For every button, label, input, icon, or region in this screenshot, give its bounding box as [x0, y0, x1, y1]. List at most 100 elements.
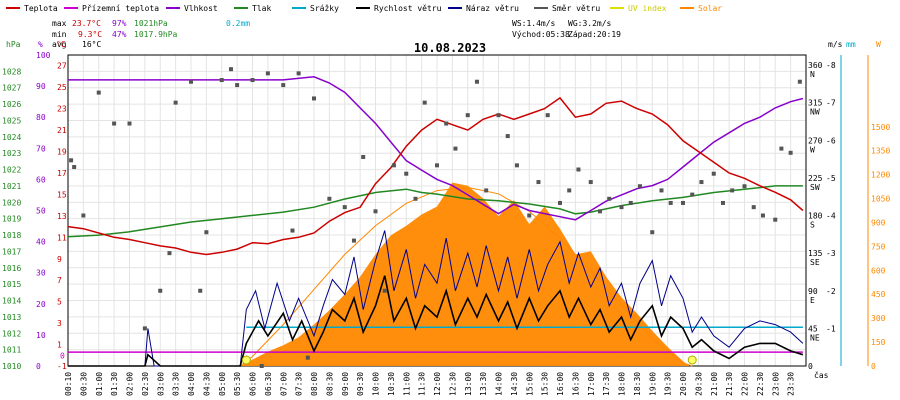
legend-label-0: Teplota	[24, 4, 58, 13]
x-tick-22: 11:00	[402, 372, 411, 396]
wind-dir-point-4	[112, 121, 117, 126]
hum-tick-6: 60	[36, 175, 46, 184]
dir-name-8: N	[810, 70, 815, 79]
wind-dir-point-7	[158, 288, 163, 293]
series-rychlost-v-tru	[68, 275, 804, 367]
press-tick-3: 1013	[2, 313, 21, 322]
stat-avg-label: avg	[52, 40, 67, 49]
hum-tick-8: 80	[36, 113, 46, 122]
wind-dir-point-25	[342, 205, 347, 210]
temp-tick-6: 11	[57, 233, 67, 242]
x-tick-21: 10:30	[387, 372, 396, 396]
legend-label-1: Přízemní teplota	[82, 4, 159, 13]
x-tick-2: 01:00	[95, 372, 104, 396]
x-tick-9: 04:30	[202, 372, 211, 396]
rain-unit: mm	[846, 40, 856, 49]
x-tick-47: 23:30	[787, 372, 796, 396]
legend-label-4: Srážky	[310, 4, 339, 13]
x-tick-35: 17:30	[602, 372, 611, 396]
stat-avg-temp: 16°C	[82, 40, 101, 49]
series-solar-theoretical	[239, 186, 693, 367]
wind-dir-point-56	[659, 188, 664, 193]
temp-extra-tick-0: 0	[60, 351, 65, 360]
wind-dir-point-16	[250, 78, 255, 83]
press-tick-0: 1010	[2, 362, 21, 371]
wind-dir-point-59	[690, 192, 695, 197]
wind-dir-point-53	[628, 200, 633, 205]
series-layer	[67, 67, 804, 368]
x-tick-3: 01:30	[110, 372, 119, 396]
wind-dir-point-11	[198, 288, 203, 293]
wind-unit: m/s	[828, 40, 843, 49]
dir-name-1: NE	[810, 333, 820, 342]
x-tick-26: 13:00	[464, 372, 473, 396]
speed-tick-7: -7	[826, 99, 836, 108]
legend-label-9: Solar	[698, 4, 722, 13]
wind-ws: WS:1.4m/s	[512, 19, 556, 28]
wind-dir-point-70	[797, 79, 802, 84]
press-tick-16: 1026	[2, 100, 21, 109]
x-tick-15: 07:30	[295, 372, 304, 396]
x-tick-8: 04:00	[187, 372, 196, 396]
solar-tick-5: 750	[871, 242, 886, 251]
hum-tick-7: 70	[36, 144, 46, 153]
solar-tick-1: 150	[871, 338, 886, 347]
x-tick-46: 23:00	[771, 372, 780, 396]
x-tick-37: 18:30	[633, 372, 642, 396]
press-tick-11: 1021	[2, 182, 21, 191]
stat-max-label: max	[52, 19, 67, 28]
speed-tick-3: -3	[826, 249, 836, 258]
x-tick-33: 16:30	[571, 372, 580, 396]
wind-dir-point-29	[382, 288, 387, 293]
hum-tick-1: 10	[36, 331, 46, 340]
wind-dir-point-62	[720, 200, 725, 205]
speed-tick-1: -1	[826, 324, 836, 333]
temp-tick-12: 23	[57, 105, 67, 114]
wind-info: WS:1.4m/s WG:3.2m/s Východ:05:38 Západ:2…	[512, 19, 621, 39]
stats-block: max 23.7°C 97% 1021hPa 0.2mm min 9.3°C 4…	[52, 19, 250, 49]
wind-dir-point-63	[730, 188, 735, 193]
wind-dir-point-28	[373, 209, 378, 214]
wind-dir-point-67	[773, 217, 778, 222]
temp-tick-10: 19	[57, 148, 67, 157]
wind-dir-point-64	[742, 184, 747, 189]
wind-dir-point-17	[259, 364, 264, 368]
speed-tick-8: -8	[826, 61, 836, 70]
x-tick-4: 02:00	[126, 372, 135, 396]
x-tick-25: 12:30	[448, 372, 457, 396]
wind-dir-point-6	[142, 326, 147, 331]
wind-dir-point-38	[474, 79, 479, 84]
wind-dir-point-61	[711, 171, 716, 176]
x-tick-40: 20:00	[679, 372, 688, 396]
wind-dir-point-32	[413, 196, 418, 201]
wind-dir-point-68	[779, 146, 784, 151]
x-tick-31: 15:30	[541, 372, 550, 396]
wind-dir-point-12	[204, 230, 209, 235]
stat-min-label: min	[52, 30, 67, 39]
solar-unit: W	[876, 40, 881, 49]
wind-dir-point-21	[296, 71, 301, 76]
x-tick-16: 08:00	[310, 372, 319, 396]
wind-dir-point-50	[597, 209, 602, 214]
temp-tick-1: 1	[57, 341, 62, 350]
hum-tick-0: 0	[36, 362, 41, 371]
wind-dir-point-42	[514, 163, 519, 168]
wind-dir-point-49	[588, 180, 593, 185]
wind-dir-point-57	[668, 200, 673, 205]
speed-tick-2: -2	[826, 287, 836, 296]
press-tick-13: 1023	[2, 149, 21, 158]
dir-tick-7: 315	[808, 99, 823, 108]
solar-tick-7: 1050	[871, 195, 890, 204]
x-tick-27: 13:30	[479, 372, 488, 396]
x-tick-23: 11:30	[418, 372, 427, 396]
x-tick-13: 06:30	[264, 372, 273, 396]
x-tick-41: 20:30	[694, 372, 703, 396]
press-tick-10: 1020	[2, 198, 21, 207]
series-tlak	[67, 185, 803, 238]
x-tick-30: 15:00	[525, 372, 534, 396]
dir-name-2: E	[810, 296, 815, 305]
wind-dir-point-22	[305, 355, 310, 360]
press-tick-8: 1018	[2, 231, 21, 240]
press-tick-1: 1011	[2, 346, 21, 355]
dir-tick-3: 135	[808, 249, 823, 258]
